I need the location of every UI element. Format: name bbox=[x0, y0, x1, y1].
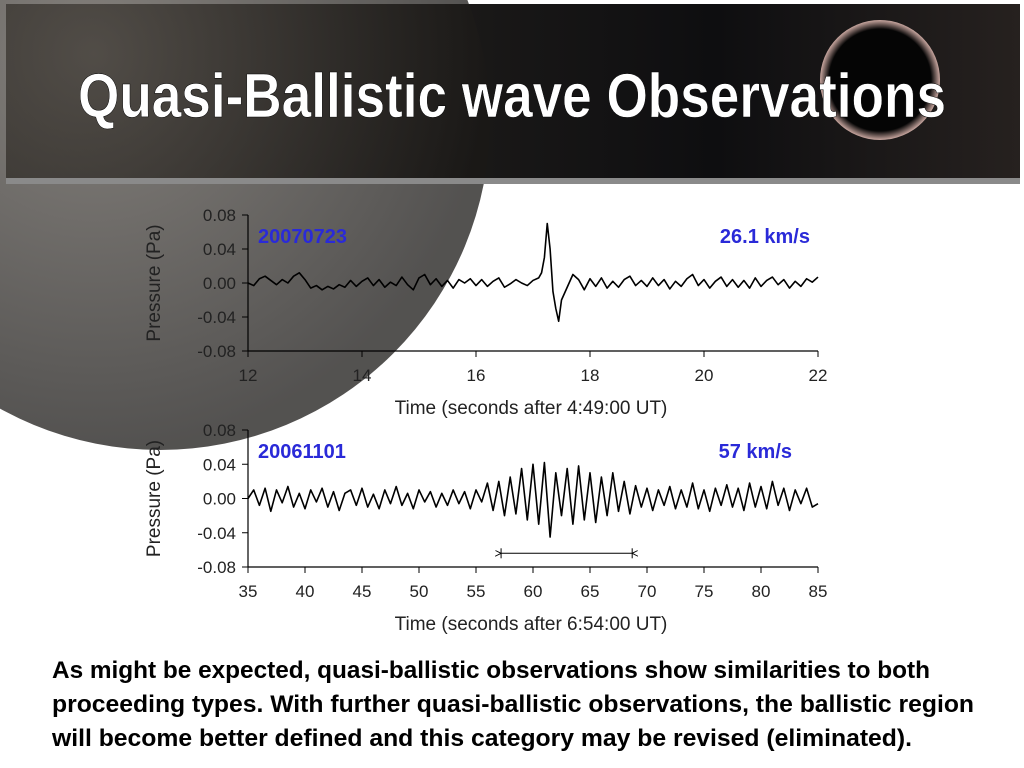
x-tick-label: 14 bbox=[353, 366, 372, 385]
x-tick-label: 60 bbox=[524, 582, 543, 601]
body-text: As might be expected, quasi-ballistic ob… bbox=[52, 657, 930, 684]
body-text: proceeding types. With further quasi-bal… bbox=[52, 691, 974, 718]
header-rule bbox=[6, 178, 1020, 184]
moon-graphic bbox=[820, 20, 940, 140]
y-tick-label: 0.08 bbox=[203, 206, 236, 225]
chart-annotation: 20070723 bbox=[258, 226, 347, 248]
y-tick-label: 0.08 bbox=[203, 421, 236, 440]
y-tick-label: -0.08 bbox=[197, 558, 236, 577]
chart-annotation: 20061101 bbox=[258, 441, 346, 463]
x-axis-title: Time (seconds after 4:49:00 UT) bbox=[395, 398, 668, 419]
chart-annotation: 57 km/s bbox=[719, 441, 792, 463]
x-tick-label: 65 bbox=[581, 582, 600, 601]
x-tick-label: 20 bbox=[695, 366, 714, 385]
y-axis-title: Pressure (Pa) bbox=[144, 224, 165, 341]
x-axis-title: Time (seconds after 6:54:00 UT) bbox=[395, 614, 668, 635]
planet-graphic bbox=[0, 0, 490, 450]
x-tick-label: 70 bbox=[638, 582, 657, 601]
x-tick-label: 16 bbox=[467, 366, 486, 385]
y-axis-title: Pressure (Pa) bbox=[144, 440, 165, 557]
waveform-line bbox=[247, 461, 819, 538]
slide-title: Quasi-Ballistic wave Observations bbox=[78, 62, 946, 131]
x-tick-label: 22 bbox=[809, 366, 828, 385]
x-tick-label: 45 bbox=[353, 582, 372, 601]
y-tick-label: 0.04 bbox=[203, 240, 236, 259]
x-tick-label: 35 bbox=[239, 582, 258, 601]
y-tick-label: 0.04 bbox=[203, 455, 236, 474]
waveform-line bbox=[247, 222, 819, 323]
y-tick-label: -0.04 bbox=[197, 308, 236, 327]
body-text: will become better defined and this cate… bbox=[51, 725, 912, 752]
x-tick-label: 40 bbox=[296, 582, 315, 601]
x-tick-label: 80 bbox=[752, 582, 771, 601]
y-tick-label: 0.00 bbox=[203, 490, 236, 509]
x-tick-label: 55 bbox=[467, 582, 486, 601]
y-tick-label: -0.08 bbox=[197, 342, 236, 361]
x-tick-label: 18 bbox=[581, 366, 600, 385]
x-tick-label: 75 bbox=[695, 582, 714, 601]
y-tick-label: -0.04 bbox=[197, 524, 236, 543]
chart-annotation: 26.1 km/s bbox=[720, 226, 810, 248]
x-tick-label: 50 bbox=[410, 582, 429, 601]
x-tick-label: 12 bbox=[239, 366, 258, 385]
y-tick-label: 0.00 bbox=[203, 274, 236, 293]
x-tick-label: 85 bbox=[809, 582, 828, 601]
